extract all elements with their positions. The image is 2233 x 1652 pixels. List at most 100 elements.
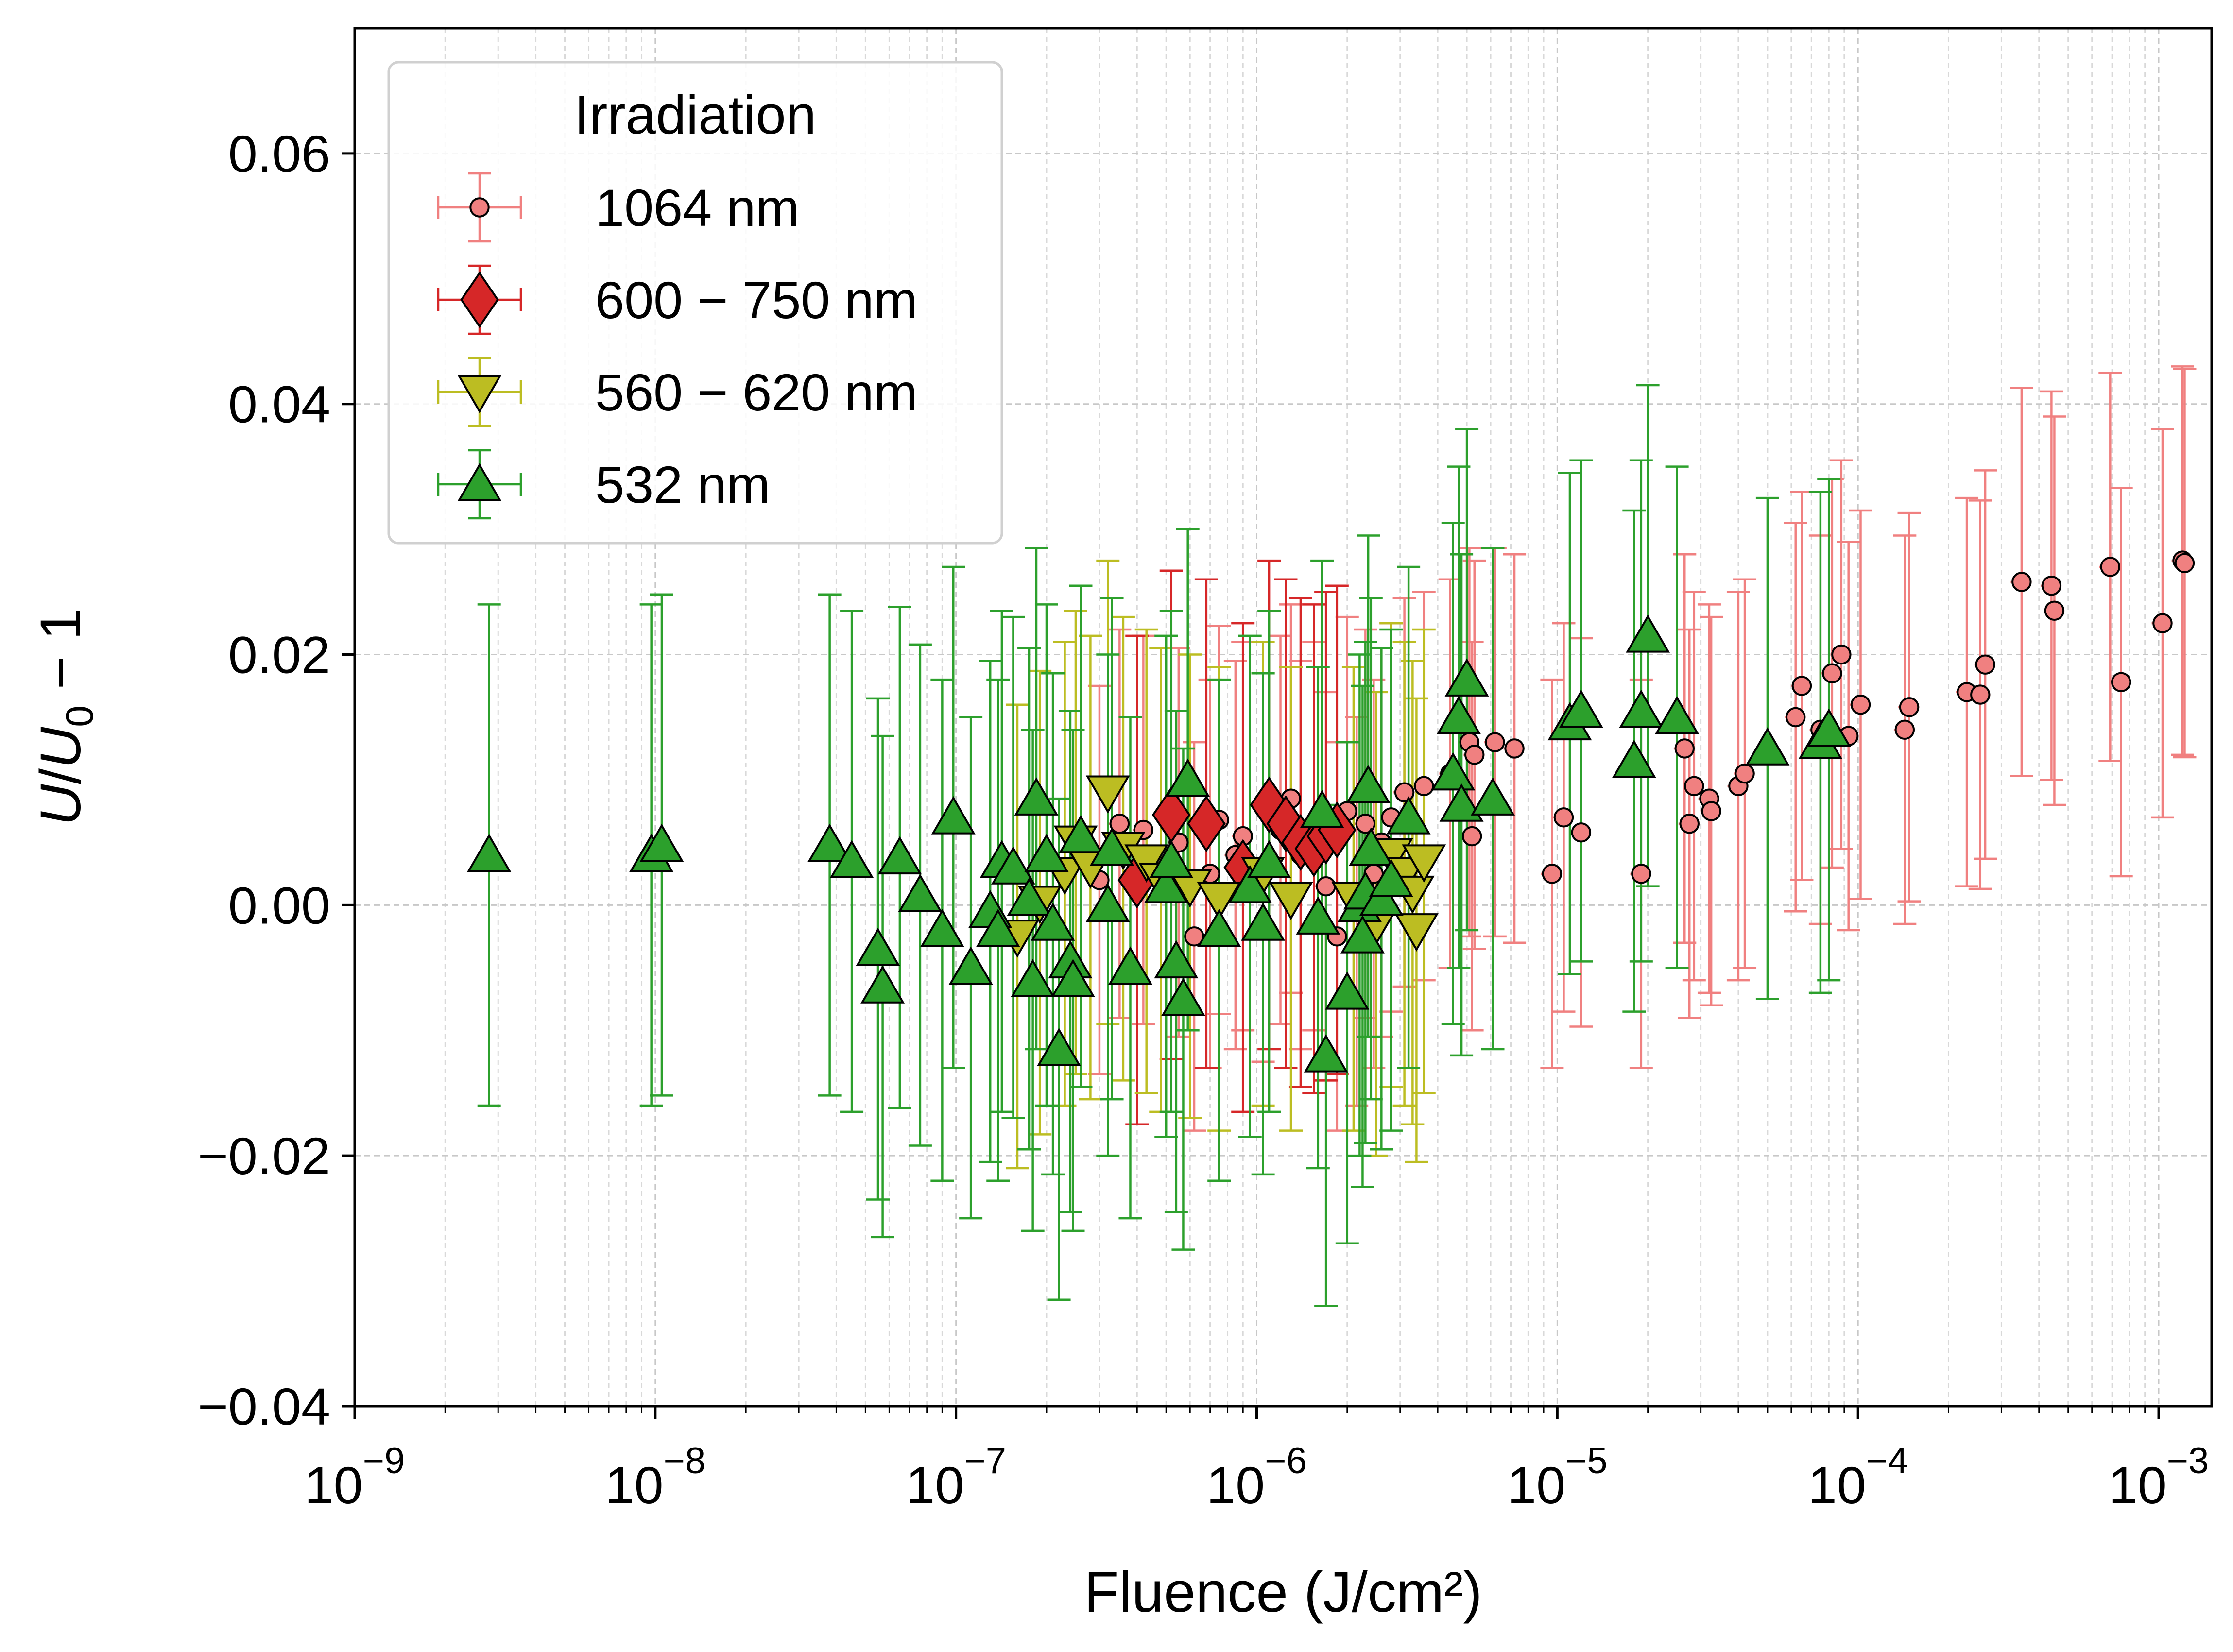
data-point <box>1461 826 1482 847</box>
data-point <box>1197 909 1241 947</box>
data-point <box>639 823 684 862</box>
data-point <box>1166 758 1210 797</box>
data-point <box>1024 834 1069 872</box>
data-point <box>1899 697 1920 717</box>
y-tick-label: 0.02 <box>228 626 330 684</box>
y-tick-label: 0.06 <box>228 124 330 183</box>
x-tick-label: 10−4 <box>1808 1440 1908 1515</box>
data-point <box>1571 822 1592 843</box>
data-point <box>1059 815 1103 853</box>
x-tick-label: 10−8 <box>605 1440 705 1515</box>
data-point <box>1414 776 1434 797</box>
data-point <box>1369 858 1413 897</box>
data-point <box>1553 807 1574 828</box>
data-point <box>1161 977 1205 1016</box>
data-point <box>1745 727 1790 766</box>
x-axis-title: Fluence (J/cm²) <box>1084 1560 1482 1624</box>
series-markers-3 <box>467 614 1851 1073</box>
data-point <box>860 965 905 1004</box>
legend-marker <box>457 375 502 413</box>
data-point <box>1436 696 1481 734</box>
data-point <box>1485 732 1505 752</box>
x-tick-label: 10−7 <box>906 1440 1006 1515</box>
data-point <box>2044 600 2065 621</box>
legend-marker <box>460 271 499 328</box>
data-point <box>1300 790 1344 828</box>
data-point <box>1269 882 1313 920</box>
y-tick-label: 0.04 <box>228 375 330 434</box>
data-point <box>1559 689 1603 728</box>
data-point <box>2174 553 2195 573</box>
data-point <box>807 823 852 862</box>
data-point <box>1031 903 1075 941</box>
legend: Irradiation 1064 nm 600 − 750 nm 560 − 620… <box>387 61 1003 545</box>
y-tick-label: −0.02 <box>198 1126 330 1185</box>
legend-marker <box>469 197 490 218</box>
data-point <box>856 927 900 966</box>
data-point <box>1355 814 1376 834</box>
plot-frame <box>353 27 2213 1408</box>
legend-title: Irradiation <box>574 85 816 145</box>
data-point <box>1394 913 1439 952</box>
legend-box <box>387 61 1003 545</box>
data-point <box>1144 865 1188 903</box>
data-point <box>1359 877 1404 916</box>
data-point <box>991 846 1035 885</box>
data-point <box>1011 959 1055 997</box>
data-point <box>1316 876 1336 897</box>
data-point <box>1296 896 1340 935</box>
data-point <box>1051 959 1095 997</box>
data-point <box>1822 663 1842 683</box>
data-point <box>1197 882 1241 920</box>
svg-text:U/U0 − 1: U/U0 − 1 <box>29 608 101 826</box>
data-point <box>898 873 943 912</box>
data-point <box>1684 776 1704 797</box>
legend-item-0: 1064 nm <box>437 172 799 243</box>
data-point <box>1806 708 1851 747</box>
data-point <box>1124 844 1169 883</box>
data-point <box>1504 738 1525 759</box>
data-point <box>1444 658 1489 697</box>
legend-label: 560 − 620 nm <box>595 363 918 422</box>
data-point <box>1386 796 1431 835</box>
data-point <box>1786 707 1806 728</box>
data-point <box>1655 696 1700 734</box>
data-point <box>920 909 964 947</box>
data-point <box>877 836 922 875</box>
y-tick-label: −0.04 <box>198 1377 330 1436</box>
data-point <box>1037 1028 1082 1066</box>
data-point <box>948 946 993 985</box>
data-point <box>1187 795 1226 852</box>
data-point <box>1394 782 1415 802</box>
x-tick-label: 10−5 <box>1507 1440 1608 1515</box>
data-point <box>1619 689 1664 728</box>
data-point <box>1228 865 1272 903</box>
axis-ticks: 10−9 10−8 10−7 10−6 10−5 10−4 10−3 −0.04 −0.02 0.… <box>198 124 2209 1515</box>
legend-label: 532 nm <box>595 455 770 514</box>
legend-item-3: 532 nm <box>437 449 770 520</box>
data-point <box>1735 763 1755 784</box>
data-point <box>2011 572 2032 592</box>
data-point <box>1791 676 1812 696</box>
data-point <box>1701 801 1721 821</box>
x-tick-label: 10−6 <box>1206 1440 1307 1515</box>
legend-items: 1064 nm 600 − 750 nm 560 − 620 nm 532 nm <box>437 172 918 520</box>
data-point <box>1464 745 1485 765</box>
data-point <box>1542 864 1563 884</box>
data-point <box>1154 940 1199 979</box>
legend-marker <box>457 463 502 501</box>
data-point <box>1085 884 1130 922</box>
data-point <box>1439 783 1484 822</box>
data-point <box>1831 644 1852 665</box>
data-point <box>1631 864 1651 884</box>
data-point <box>1471 777 1515 816</box>
data-point <box>829 840 874 878</box>
data-point <box>1612 739 1656 778</box>
data-point <box>2111 672 2131 692</box>
legend-label: 600 − 750 nm <box>595 271 918 329</box>
data-point <box>1325 971 1370 1010</box>
data-point <box>1674 738 1695 759</box>
data-point <box>1304 1034 1348 1073</box>
